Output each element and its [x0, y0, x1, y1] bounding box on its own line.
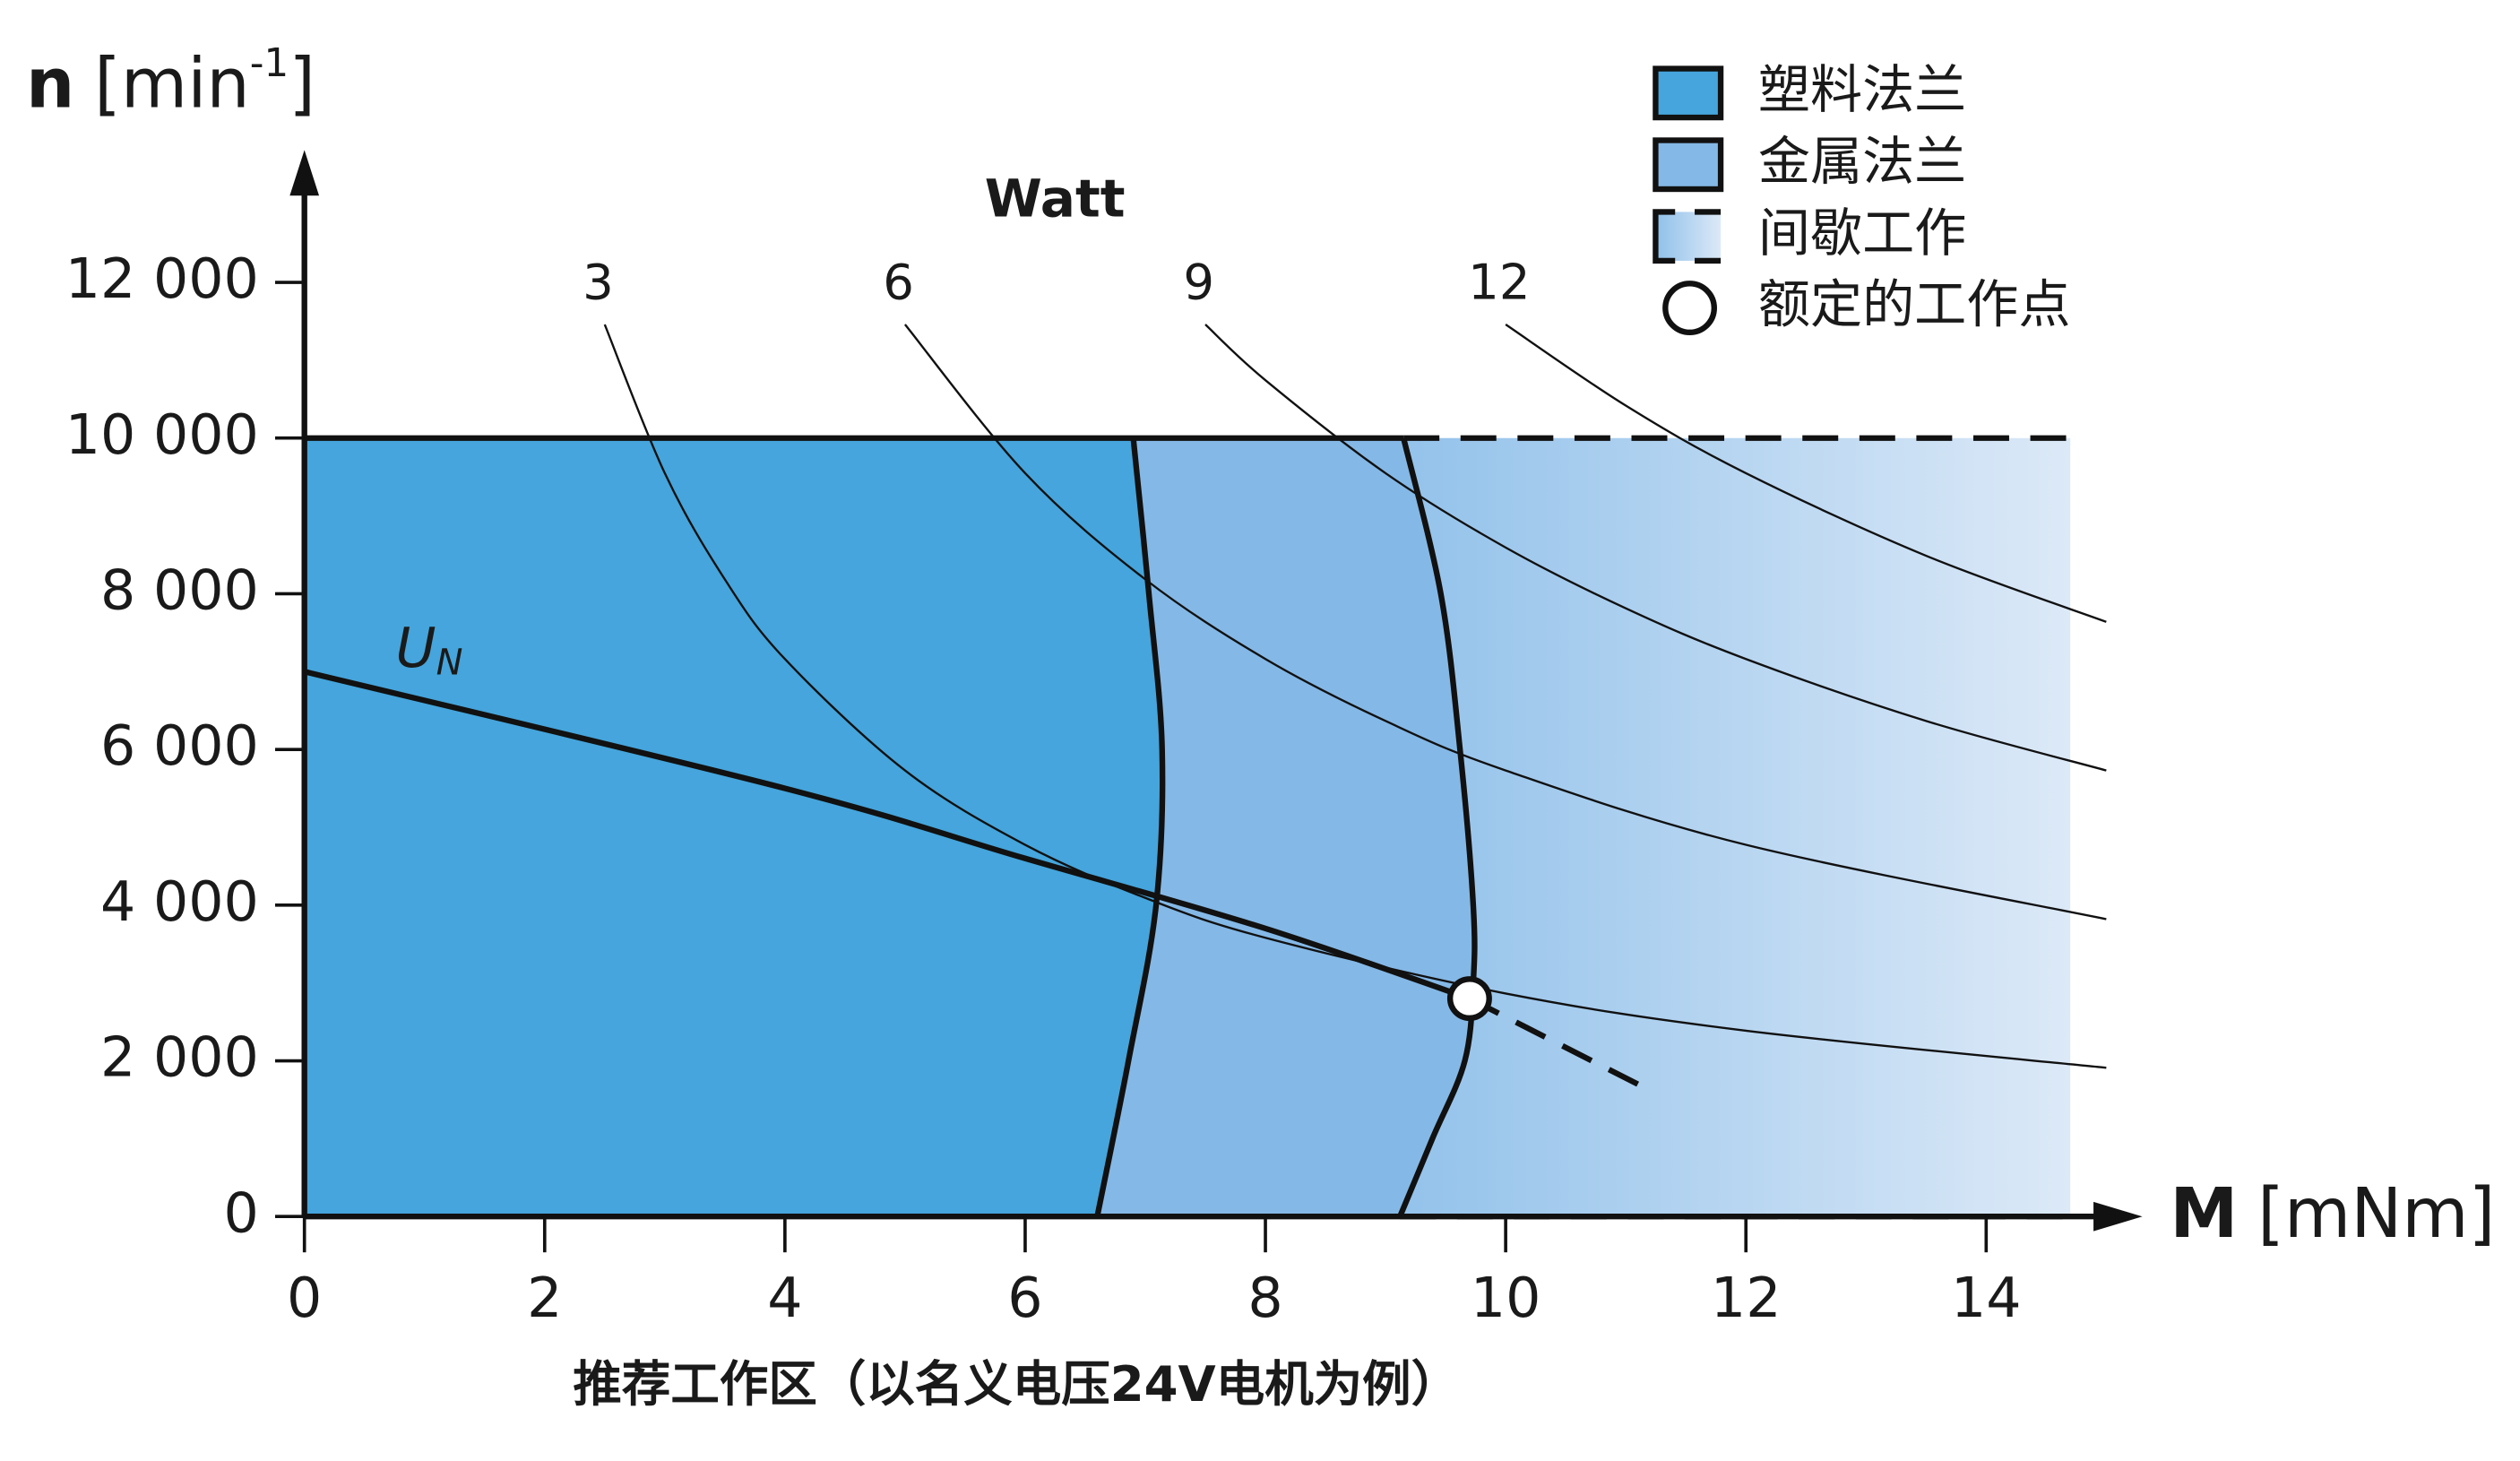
legend-label: 间歇工作	[1758, 203, 1966, 264]
y-tick-label: 8 000	[100, 558, 259, 623]
x-tick-label: 10	[1471, 1266, 1541, 1330]
power-curve-label: 9	[1183, 254, 1214, 311]
y-unit-exp: -1	[250, 41, 289, 86]
region-border	[1094, 437, 1166, 1217]
legend-label: 塑料法兰	[1758, 59, 1966, 120]
x-tick-label: 6	[1007, 1266, 1042, 1330]
legend-swatch	[1653, 137, 1724, 193]
chart-title: 推荐工作区（以名义电压24V电机为例）	[573, 1355, 1460, 1413]
power-curve	[1505, 324, 2107, 623]
y-unit-close: ]	[289, 43, 315, 123]
y-tick-label: 2 000	[100, 1025, 259, 1090]
region-border	[1397, 437, 1478, 1218]
y-unit: [min	[94, 43, 250, 123]
x-unit: [mNm]	[2257, 1173, 2495, 1253]
power-label: Watt	[985, 169, 1126, 229]
x-axis-arrow	[2093, 1201, 2143, 1232]
power-curve-label: 12	[1468, 254, 1530, 311]
y-symbol: n	[26, 43, 74, 123]
legend-swatch-border	[1653, 209, 1722, 264]
voltage-sub: N	[436, 642, 463, 683]
y-tick-label: 0	[224, 1180, 259, 1245]
y-tick-label: 4 000	[100, 869, 259, 934]
x-axis-label: M [mNm]	[2170, 1173, 2495, 1253]
voltage-extension	[1468, 996, 1640, 1087]
power-curve-label: 3	[583, 254, 614, 311]
power-curve-label: 6	[883, 254, 914, 311]
voltage-main: U	[395, 616, 436, 680]
voltage-line	[303, 669, 1471, 1002]
x-tick-label: 4	[767, 1266, 802, 1330]
y-tick-label: 6 000	[100, 713, 259, 778]
rated-point	[1446, 976, 1492, 1022]
legend-label: 金属法兰	[1758, 131, 1966, 192]
y-tick-label: 10 000	[65, 402, 259, 467]
power-curve	[1204, 324, 2107, 772]
plot: 3 6 9 12 0 2 000 4 000 6 000 8 000 10 000 12 000 0 2…	[65, 150, 2143, 1330]
legend-swatch	[1655, 212, 1722, 261]
legend-marker	[1662, 281, 1717, 336]
legend-swatch	[1653, 65, 1724, 121]
voltage-label: UN	[395, 616, 462, 683]
y-axis-label: n [min-1]	[26, 41, 315, 123]
regions	[304, 437, 2071, 1217]
legend-label: 额定的工作点	[1758, 274, 2071, 335]
x-tick-label: 2	[527, 1266, 562, 1330]
y-axis-arrow	[289, 150, 320, 196]
y-tick-label: 12 000	[65, 246, 259, 311]
x-tick-label: 14	[1951, 1266, 2022, 1330]
x-tick-label: 8	[1247, 1266, 1282, 1330]
x-symbol: M	[2170, 1173, 2238, 1253]
region	[304, 437, 1163, 1217]
x-tick-label: 0	[287, 1266, 322, 1330]
x-tick-label: 12	[1711, 1266, 1782, 1330]
power-curve	[903, 324, 2107, 921]
